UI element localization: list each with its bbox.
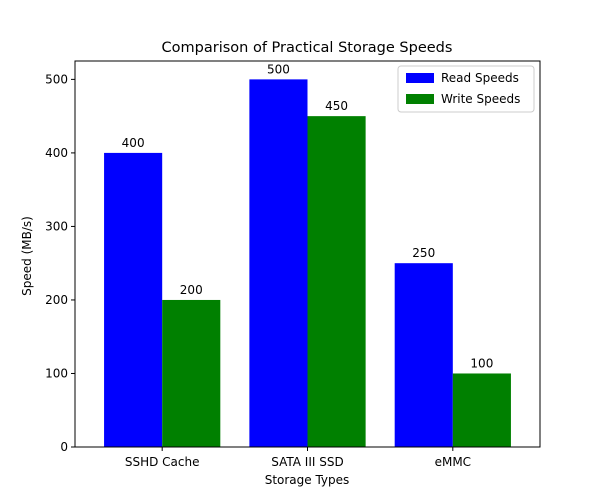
y-tick-label: 200 (45, 293, 68, 307)
bar-read-speeds-1 (249, 79, 308, 447)
y-tick-label: 500 (45, 72, 68, 86)
legend: Read Speeds Write Speeds (397, 65, 535, 113)
bar-write-speeds-2 (452, 373, 511, 447)
bar-write-speeds-0 (162, 299, 221, 447)
data-label-write-speeds-1: 450 (325, 99, 348, 113)
data-label-read-speeds-0: 400 (122, 136, 145, 150)
y-tick-label: 100 (45, 366, 68, 380)
y-tick-label: 300 (45, 219, 68, 233)
x-axis-label: Storage Types (265, 473, 350, 487)
legend-label-write-speeds: Write Speeds (441, 92, 520, 106)
x-tick-label: SSHD Cache (125, 455, 200, 469)
data-label-write-speeds-2: 100 (470, 356, 493, 370)
legend-label-read-speeds: Read Speeds (441, 71, 519, 85)
x-tick-label: eMMC (435, 455, 471, 469)
y-tick-label: 0 (60, 440, 68, 454)
plot-area: 400 500 250 200 450 100 SSHD Cache SATA III SSD… (45, 60, 541, 469)
bar-read-speeds-0 (104, 152, 163, 447)
legend-swatch-write-speeds (406, 94, 434, 104)
bar-write-speeds-1 (307, 116, 366, 448)
chart-title: Comparison of Practical Storage Speeds (162, 40, 453, 56)
data-label-read-speeds-2: 250 (412, 246, 435, 260)
y-axis-label: Speed (MB/s) (20, 216, 34, 296)
legend-swatch-read-speeds (406, 73, 434, 83)
bar-read-speeds-2 (394, 263, 453, 447)
x-tick-label: SATA III SSD (271, 455, 343, 469)
y-tick-label: 400 (45, 146, 68, 160)
data-label-write-speeds-0: 200 (180, 283, 203, 297)
data-label-read-speeds-1: 500 (267, 62, 290, 76)
